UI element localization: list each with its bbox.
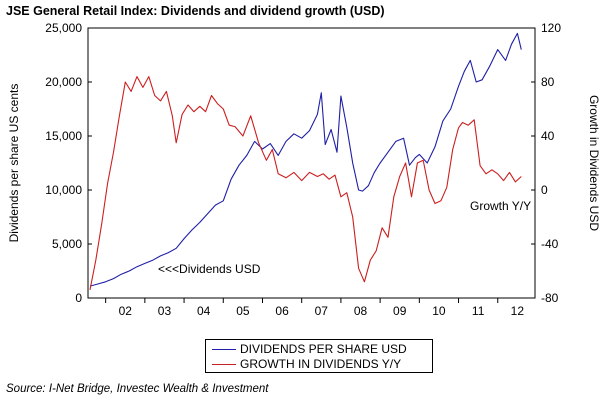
- series-line-growth: [89, 76, 522, 291]
- source-note: Source: I-Net Bridge, Investec Wealth & …: [6, 383, 269, 395]
- x-axis-tick-label: 02: [119, 304, 133, 318]
- left-axis-tick-label: 25,000: [45, 21, 82, 35]
- legend-label-dividends: DIVIDENDS PER SHARE USD: [240, 342, 407, 356]
- right-axis-tick-label: 0: [541, 183, 548, 197]
- x-axis-tick-label: 04: [197, 304, 211, 318]
- plot-area-frame: [87, 27, 536, 299]
- left-axis-tick-label: 10,000: [45, 183, 82, 197]
- left-axis-label: Dividends per share US cents: [7, 84, 21, 243]
- left-axis-tick-label: 20,000: [45, 75, 82, 89]
- left-axis-tick-label: 5,000: [52, 237, 82, 251]
- x-axis-tick-label: 06: [275, 304, 289, 318]
- x-axis-tick-label: 10: [432, 304, 446, 318]
- x-axis-tick-label: 11: [472, 304, 485, 318]
- legend-swatch-growth: [212, 364, 236, 365]
- annotation-growth: Growth Y/Y: [470, 199, 531, 213]
- x-axis-tick-label: 09: [393, 304, 407, 318]
- x-axis-tick-label: 03: [158, 304, 172, 318]
- left-axis-tick-label: 0: [75, 291, 82, 305]
- chart-legend: DIVIDENDS PER SHARE USD GROWTH IN DIVIDE…: [205, 339, 433, 373]
- x-axis-tick-label: 07: [315, 304, 329, 318]
- right-axis-tick-label: 40: [541, 129, 555, 143]
- left-axis-tick-label: 15,000: [45, 129, 82, 143]
- legend-swatch-dividends: [212, 349, 236, 350]
- series-line-dividends: [89, 32, 522, 287]
- right-axis-tick-label: -80: [541, 291, 559, 305]
- x-axis-tick-label: 08: [354, 304, 368, 318]
- right-axis-tick-label: 80: [541, 75, 555, 89]
- annotation-dividends: <<<Dividends USD: [158, 262, 261, 276]
- chart-title: JSE General Retail Index: Dividends and …: [6, 4, 385, 18]
- right-axis-label: Growth in Dividends USD: [587, 95, 601, 231]
- right-axis-tick-label: -40: [541, 237, 559, 251]
- chart-series: [89, 32, 522, 291]
- right-axis-tick-label: 120: [541, 21, 561, 35]
- x-axis-tick-label: 05: [236, 304, 250, 318]
- chart-axes: 05,00010,00015,00020,00025,000-80-400408…: [45, 21, 561, 318]
- x-axis-tick-label: 12: [511, 304, 525, 318]
- legend-label-growth: GROWTH IN DIVIDENDS Y/Y: [240, 357, 402, 371]
